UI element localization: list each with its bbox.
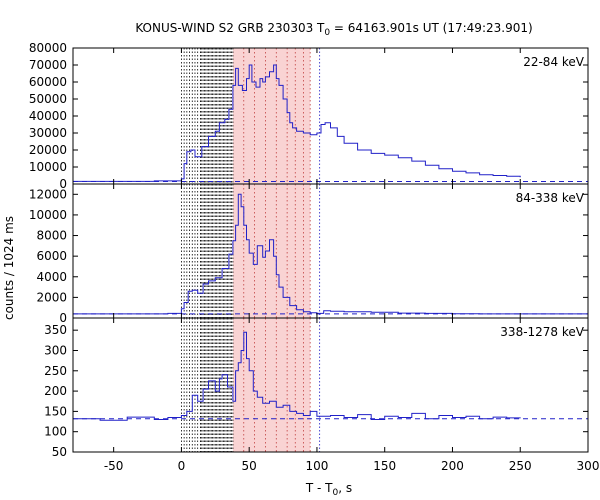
chart-title: KONUS-WIND S2 GRB 230303 T0 = 64163.901s… [135, 21, 532, 38]
panel-frame [72, 183, 589, 319]
x-tick-label: 0 [178, 459, 186, 473]
y-tick-label: 300 [44, 343, 67, 357]
y-tick-label: 100 [44, 425, 67, 439]
panel-frame [72, 317, 589, 453]
y-tick-label: 350 [44, 323, 67, 337]
energy-band-label: 338-1278 keV [500, 325, 584, 339]
shaded-interval [232, 184, 311, 318]
y-tick-label: 20000 [29, 143, 67, 157]
panel-2: 0 2000 4000 6000 8000 10000 12000 84-338 keV [29, 183, 589, 325]
light-curve [73, 64, 521, 182]
y-tick-label: 10000 [29, 208, 67, 222]
y-tick-label: 70000 [29, 58, 67, 72]
panel-3: 50 100 150 200 250 300 350 338-1278 keV [44, 317, 589, 459]
y-tick-label: 150 [44, 404, 67, 418]
y-tick-label: 60000 [29, 75, 67, 89]
y-tick-label: 30000 [29, 126, 67, 140]
x-tick-label: 100 [305, 459, 328, 473]
x-tick-label: 250 [509, 459, 532, 473]
x-tick-label: 300 [577, 459, 600, 473]
shaded-interval [232, 48, 311, 184]
x-tick-label: -50 [104, 459, 124, 473]
y-tick-label: 6000 [36, 249, 67, 263]
y-axis-label: counts / 1024 ms [2, 216, 16, 320]
y-tick-label: 50 [52, 445, 67, 459]
y-tick-label: 200 [44, 384, 67, 398]
y-tick-label: 0 [59, 311, 67, 325]
panel-frame [72, 47, 589, 185]
shaded-interval [232, 318, 311, 452]
x-tick-label: 150 [373, 459, 396, 473]
x-tick-label: 50 [242, 459, 257, 473]
light-curve [73, 331, 521, 421]
panel-1: 0 10000 20000 30000 40000 50000 60000 70000 8000… [29, 41, 589, 191]
x-axis-label: T - T0, s [305, 481, 352, 498]
y-tick-label: 8000 [36, 229, 67, 243]
x-tick-label: 200 [441, 459, 464, 473]
energy-band-label: 84-338 keV [516, 191, 585, 205]
y-tick-label: 0 [59, 177, 67, 191]
y-tick-label: 80000 [29, 41, 67, 55]
y-tick-label: 10000 [29, 160, 67, 174]
y-tick-label: 2000 [36, 290, 67, 304]
light-curve [73, 193, 588, 315]
y-tick-label: 40000 [29, 109, 67, 123]
y-tick-label: 4000 [36, 270, 67, 284]
y-tick-label: 12000 [29, 187, 67, 201]
energy-band-label: 22-84 keV [523, 55, 585, 69]
y-tick-label: 250 [44, 364, 67, 378]
y-tick-label: 50000 [29, 92, 67, 106]
